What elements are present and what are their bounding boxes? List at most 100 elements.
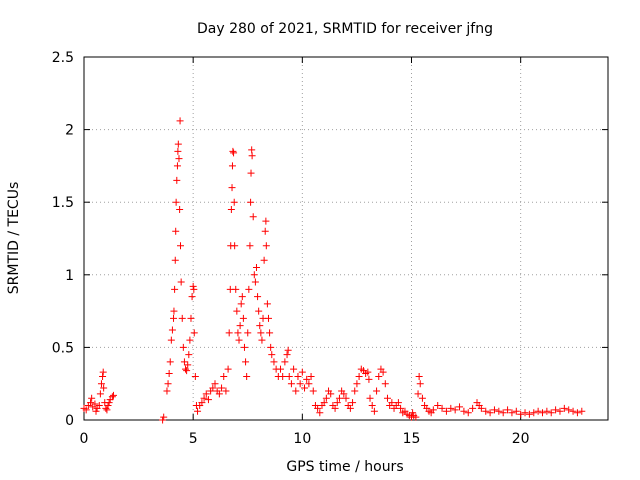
data-point bbox=[105, 399, 113, 407]
data-point bbox=[174, 140, 182, 148]
data-point bbox=[573, 409, 581, 417]
chart-title: Day 280 of 2021, SRMTID for receiver jfn… bbox=[197, 21, 493, 37]
plot-frame bbox=[83, 56, 609, 421]
data-point bbox=[228, 184, 236, 192]
x-axis-label: GPS time / hours bbox=[286, 459, 403, 475]
data-point bbox=[177, 278, 185, 286]
data-point bbox=[504, 406, 512, 414]
data-point bbox=[233, 307, 241, 315]
data-point bbox=[373, 387, 381, 395]
data-point bbox=[521, 409, 529, 417]
data-point bbox=[257, 329, 265, 337]
data-point bbox=[298, 368, 306, 376]
data-point bbox=[230, 149, 238, 157]
data-point bbox=[256, 322, 264, 330]
data-point bbox=[307, 372, 315, 380]
data-point bbox=[296, 380, 304, 388]
data-point bbox=[170, 307, 178, 315]
data-point bbox=[96, 390, 104, 398]
data-point bbox=[346, 404, 354, 412]
y-tick-label: 2.5 bbox=[52, 50, 74, 66]
data-point bbox=[530, 409, 538, 417]
data-point bbox=[186, 336, 194, 344]
data-point bbox=[320, 399, 328, 407]
data-point bbox=[190, 285, 198, 293]
data-point bbox=[314, 404, 322, 412]
data-point bbox=[547, 409, 555, 417]
data-point bbox=[246, 242, 254, 250]
data-point bbox=[173, 176, 181, 184]
data-point bbox=[284, 346, 292, 354]
data-point bbox=[451, 406, 459, 414]
data-point bbox=[178, 314, 186, 322]
data-point bbox=[416, 380, 424, 388]
data-point bbox=[517, 410, 525, 418]
data-point bbox=[365, 375, 373, 383]
data-point bbox=[176, 117, 184, 125]
data-point bbox=[578, 407, 586, 415]
data-point bbox=[222, 387, 230, 395]
data-point bbox=[464, 409, 472, 417]
data-point bbox=[429, 406, 437, 414]
y-tick-label: 2 bbox=[65, 123, 74, 139]
data-point bbox=[251, 278, 259, 286]
data-point bbox=[267, 343, 275, 351]
data-point bbox=[228, 162, 236, 170]
data-point bbox=[250, 271, 258, 279]
data-point bbox=[97, 380, 105, 388]
data-point bbox=[316, 409, 324, 417]
data-point bbox=[264, 314, 272, 322]
data-point bbox=[159, 416, 167, 424]
data-point bbox=[270, 358, 278, 366]
data-point bbox=[327, 390, 335, 398]
data-point bbox=[249, 213, 257, 221]
data-points bbox=[80, 117, 586, 424]
data-point bbox=[229, 147, 237, 155]
data-point bbox=[331, 404, 339, 412]
data-point bbox=[88, 394, 96, 402]
data-point bbox=[252, 264, 260, 272]
data-point bbox=[245, 285, 253, 293]
data-point bbox=[379, 368, 387, 376]
data-point bbox=[477, 404, 485, 412]
data-point bbox=[388, 399, 396, 407]
data-point bbox=[227, 205, 235, 213]
data-point bbox=[165, 370, 173, 378]
data-point bbox=[438, 404, 446, 412]
data-point bbox=[188, 293, 196, 301]
data-point bbox=[176, 205, 184, 213]
data-point bbox=[200, 394, 208, 402]
data-point bbox=[167, 336, 175, 344]
y-tick-label: 0.5 bbox=[52, 340, 74, 356]
data-point bbox=[512, 407, 520, 415]
data-point bbox=[368, 401, 376, 409]
data-point bbox=[281, 358, 289, 366]
data-point bbox=[460, 407, 468, 415]
data-point bbox=[565, 406, 573, 414]
data-point bbox=[95, 401, 103, 409]
data-point bbox=[525, 410, 533, 418]
data-point bbox=[183, 367, 191, 375]
data-point bbox=[381, 380, 389, 388]
data-point bbox=[236, 322, 244, 330]
data-point bbox=[495, 407, 503, 415]
x-tick-label: 15 bbox=[403, 431, 421, 447]
data-point bbox=[194, 407, 202, 415]
data-point bbox=[103, 406, 111, 414]
data-point bbox=[190, 329, 198, 337]
data-point bbox=[215, 390, 223, 398]
data-point bbox=[412, 413, 420, 421]
data-point bbox=[225, 329, 233, 337]
data-point bbox=[92, 407, 100, 415]
data-point bbox=[231, 242, 239, 250]
data-point bbox=[353, 380, 361, 388]
data-point bbox=[99, 372, 107, 380]
data-point bbox=[415, 372, 423, 380]
data-point bbox=[224, 365, 232, 373]
data-point bbox=[204, 396, 212, 404]
data-point bbox=[447, 404, 455, 412]
data-point bbox=[277, 365, 284, 373]
data-point bbox=[303, 375, 311, 383]
data-point bbox=[397, 404, 405, 412]
data-point bbox=[108, 393, 116, 401]
